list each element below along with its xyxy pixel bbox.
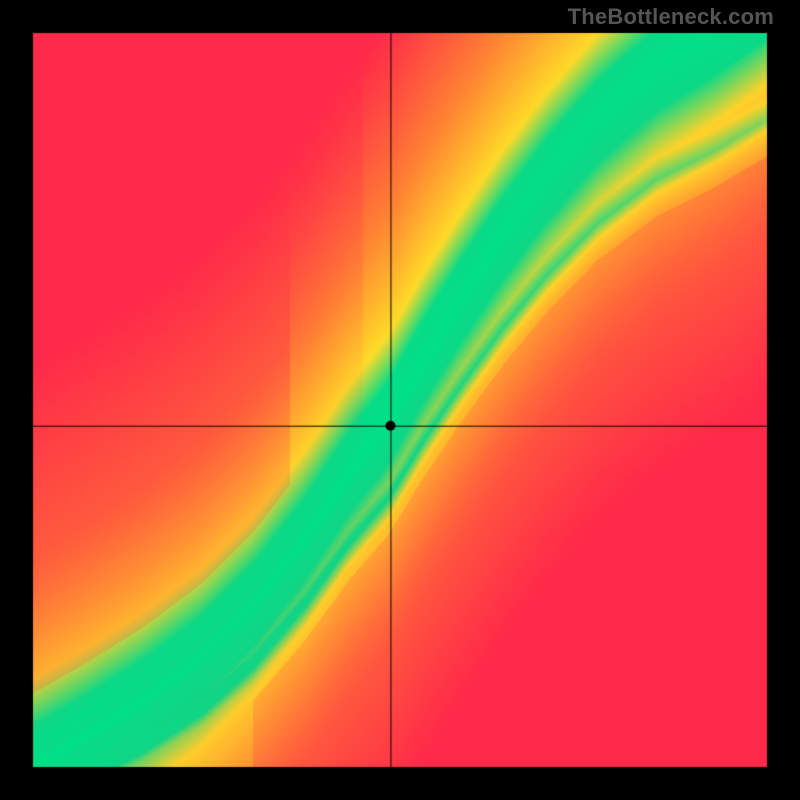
chart-container: TheBottleneck.com bbox=[0, 0, 800, 800]
watermark-label: TheBottleneck.com bbox=[568, 4, 774, 30]
bottleneck-heatmap bbox=[0, 0, 800, 800]
